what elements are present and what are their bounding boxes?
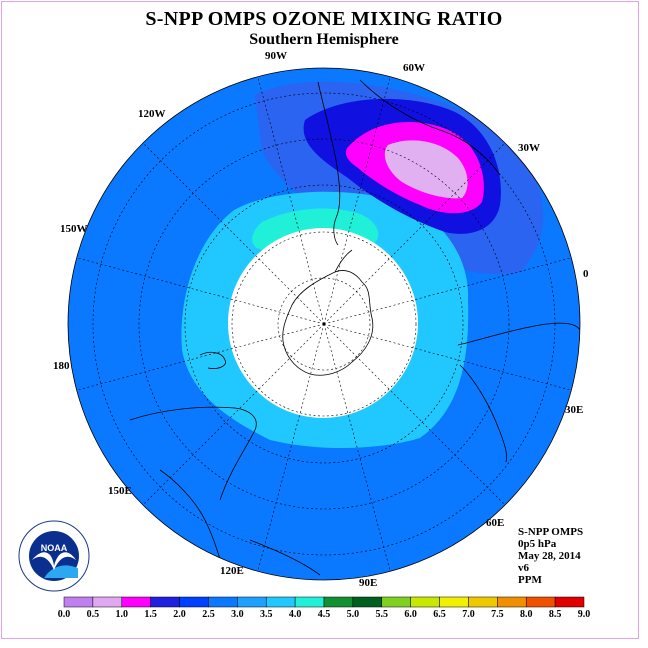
colorbar xyxy=(63,596,585,608)
latitude-circle xyxy=(92,92,556,556)
map-title: S-NPP OMPS OZONE MIXING RATIO xyxy=(145,8,503,30)
lon-label-150w: 150W xyxy=(60,223,88,235)
colorbar-swatch xyxy=(381,596,411,608)
colorbar-tick-label: 7.5 xyxy=(491,609,504,620)
map-subtitle: Southern Hemisphere xyxy=(249,31,399,48)
australia-coast xyxy=(129,406,257,501)
colorbar-tick-label: 3.5 xyxy=(259,609,273,620)
colorbar-swatch xyxy=(265,596,296,608)
lon-label-60e: 60E xyxy=(486,517,505,529)
colorbar-swatch xyxy=(439,596,469,608)
south-america-coast xyxy=(317,81,341,246)
meridian-line xyxy=(323,323,391,572)
meridian-line xyxy=(323,323,572,391)
colorbar-swatch xyxy=(294,596,325,608)
lon-label-90e: 90E xyxy=(359,577,378,589)
meridian-line xyxy=(142,142,325,325)
colorbar-tick-label: 4.0 xyxy=(288,609,302,620)
colorbar-tick-label: 2.0 xyxy=(173,609,186,620)
colorbar-tick-label: 5.0 xyxy=(346,609,360,620)
colorbar-tick-label: 8.5 xyxy=(548,609,562,620)
colorbar-swatch xyxy=(352,596,383,608)
colorbar-tick-label: 2.5 xyxy=(202,609,215,620)
latitude-circle xyxy=(231,231,417,417)
latitude-circle xyxy=(138,138,510,510)
colorbar-swatch xyxy=(92,596,123,608)
ozone-contour-0.5-1 xyxy=(384,140,468,199)
colorbar-tick-label: 8.0 xyxy=(519,609,533,620)
colorbar-swatch xyxy=(468,596,498,608)
colorbar-swatch xyxy=(150,596,180,608)
colorbar-swatch xyxy=(237,596,267,608)
figure-frame xyxy=(1,1,639,639)
version-text: v6 xyxy=(518,562,529,574)
colorbar-swatch xyxy=(410,596,440,608)
meridian-line xyxy=(323,76,391,325)
antarctic-peninsula xyxy=(334,249,353,273)
south-america-east-coast xyxy=(359,79,501,176)
colorbar-tick-label: 0.0 xyxy=(57,609,71,620)
map-info-block: S-NPP OMPS 0p5 hPa May 28, 2014 v6 PPM xyxy=(518,526,583,586)
lon-label-90w: 90W xyxy=(265,50,287,62)
colorbar-swatch xyxy=(121,596,151,608)
instrument-text: S-NPP OMPS xyxy=(518,526,584,538)
colorbar-swatch xyxy=(179,596,209,608)
colorbar-swatch xyxy=(554,596,585,608)
noaa-logo-text: NOAA xyxy=(41,543,68,553)
date-text: May 28, 2014 xyxy=(518,550,581,562)
meridian-line xyxy=(76,257,325,325)
africa-coast xyxy=(457,322,580,346)
colorbar-tick-label: 0.5 xyxy=(86,609,100,620)
coastlines xyxy=(129,79,580,576)
meridian-line xyxy=(323,142,506,325)
colorbar-swatch xyxy=(525,596,556,608)
meridian-line xyxy=(257,76,325,325)
colorbar-tick-label: 1.5 xyxy=(144,609,157,620)
meridian-line xyxy=(323,257,572,325)
noaa-logo: NOAA xyxy=(18,520,90,592)
madagascar-region-coast xyxy=(459,364,508,463)
colorbar-swatch xyxy=(63,596,94,608)
meridian-line xyxy=(323,323,506,506)
lon-label-30w: 30W xyxy=(518,142,540,154)
colorbar-tick-label: 4.5 xyxy=(317,609,331,620)
map-disc-outline xyxy=(67,67,581,581)
lon-label-150e: 150E xyxy=(108,485,132,497)
units-text: PPM xyxy=(518,574,542,586)
colorbar-tick-label: 5.5 xyxy=(375,609,389,620)
south-asia-coast xyxy=(249,539,321,576)
colorbar-tick-label: 3.0 xyxy=(231,609,244,620)
meridian-line xyxy=(142,323,325,506)
lon-label-60w: 60W xyxy=(403,62,425,74)
lon-label-120w: 120W xyxy=(138,108,166,120)
lon-label-120e: 120E xyxy=(220,565,244,577)
colorbar-swatch xyxy=(497,596,527,608)
colorbar-swatch xyxy=(323,596,354,608)
latitude-circle xyxy=(184,184,464,464)
island-coast xyxy=(199,351,226,369)
colorbar-tick-label: 7.0 xyxy=(462,609,475,620)
meridian-line xyxy=(257,323,325,572)
pressure-level-text: 0p5 hPa xyxy=(518,538,557,550)
colorbar-swatch xyxy=(208,596,238,608)
colorbar-tick-label: 6.5 xyxy=(433,609,446,620)
lon-label-0: 0 xyxy=(583,268,589,280)
colorbar-tick-label: 6.0 xyxy=(404,609,417,620)
antarctica-coast xyxy=(282,270,374,376)
lon-label-180: 180 xyxy=(53,360,70,372)
colorbar-tick-label: 1.0 xyxy=(115,609,129,620)
lon-label-30e: 30E xyxy=(565,404,584,416)
colorbar-tick-label: 9.0 xyxy=(577,609,591,620)
meridian-line xyxy=(76,323,325,391)
